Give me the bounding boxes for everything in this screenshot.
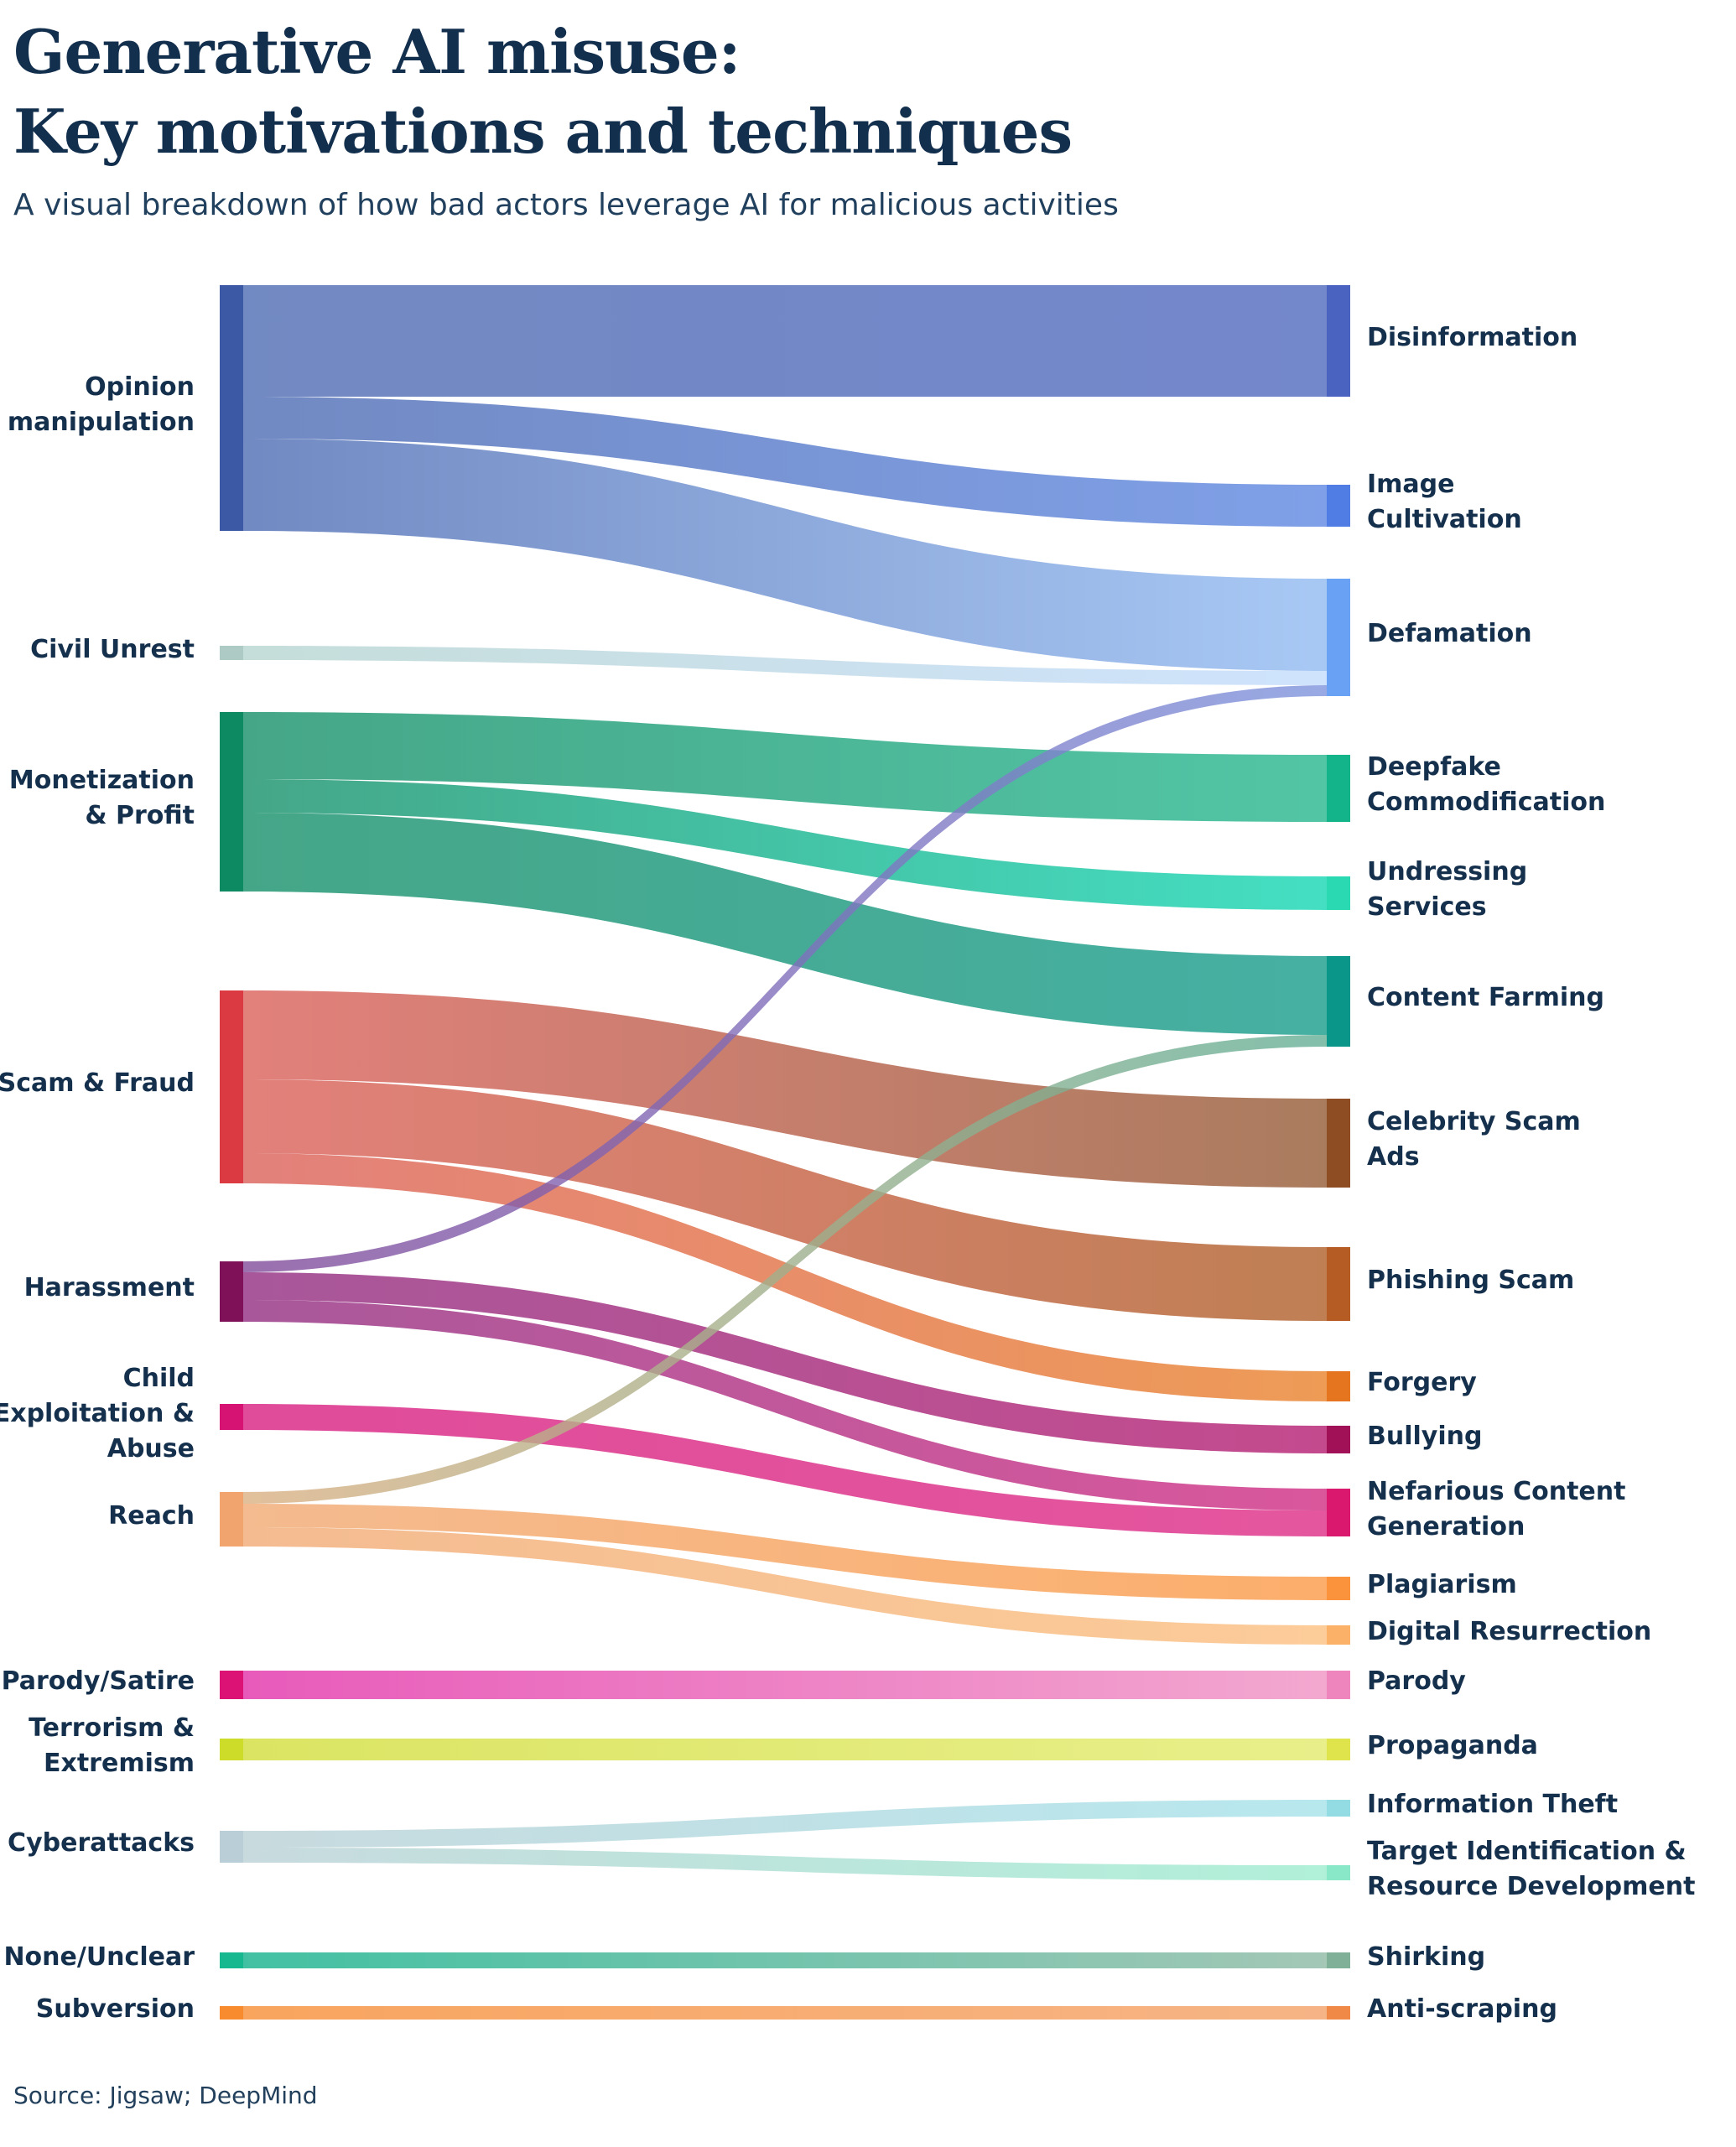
node-label-civil_unrest: Civil Unrest [30,635,195,664]
flow-parody_satire-to-parody [243,1671,1327,1699]
flow-monetization_profit-to-undressing_services [243,779,1327,910]
node-bar-subversion [220,2006,243,2020]
node-bar-plagiarism [1327,1577,1350,1600]
node-label-parody_satire: Parody/Satire [1,1666,195,1696]
flow-reach-to-content_farming [243,1035,1327,1504]
node-bar-scam_fraud [220,990,243,1183]
node-bar-celebrity_scam_ads [1327,1099,1350,1188]
node-bar-deepfake_commodification [1327,755,1350,822]
node-label-plagiarism: Plagiarism [1367,1570,1517,1599]
node-bar-propaganda [1327,1739,1350,1760]
flow-civil_unrest-to-defamation [243,646,1327,685]
node-label-disinformation: Disinformation [1367,323,1578,352]
node-bar-digital_resurrection [1327,1625,1350,1645]
node-bar-information_theft [1327,1800,1350,1817]
page-title: Generative AI misuse: Key motivations an… [13,12,1073,171]
node-label-none_unclear: None/Unclear [3,1942,195,1972]
node-label-phishing_scam: Phishing Scam [1367,1266,1575,1295]
flow-reach-to-plagiarism [243,1504,1327,1600]
node-bar-undressing_services [1327,876,1350,910]
node-bar-terrorism_extremism [220,1739,243,1760]
node-bar-child_exploitation_abuse [220,1404,243,1430]
source-attribution: Source: Jigsaw; DeepMind [13,2082,318,2109]
flow-opinion_manipulation-to-defamation [243,439,1327,671]
flow-opinion_manipulation-to-image_cultivation [243,397,1327,527]
node-bar-reach [220,1492,243,1547]
node-bar-layer [220,285,1350,2020]
node-label-anti_scraping: Anti-scraping [1367,1994,1557,2024]
node-label-monetization_profit: Monetization & Profit [8,766,195,830]
flow-scam_fraud-to-celebrity_scam_ads [243,990,1327,1188]
flow-scam_fraud-to-forgery [243,1153,1327,1401]
flow-none_unclear-to-shirking [243,1952,1327,1968]
title-line-1: Generative AI misuse: [13,16,741,87]
node-bar-cyberattacks [220,1831,243,1863]
node-bar-shirking [1327,1952,1350,1968]
flow-subversion-to-anti_scraping [243,2006,1327,2020]
node-label-undressing_services: Undressing Services [1367,857,1528,922]
flow-child_exploitation_abuse-to-nefarious_content_generation [243,1404,1327,1536]
flow-opinion_manipulation-to-disinformation [243,285,1327,397]
node-label-terrorism_extremism: Terrorism & Extremism [29,1713,195,1778]
node-label-content_farming: Content Farming [1367,983,1604,1012]
node-label-digital_resurrection: Digital Resurrection [1367,1617,1652,1646]
node-bar-image_cultivation [1327,485,1350,527]
node-label-nefarious_content_generation: Nefarious Content Generation [1367,1477,1626,1541]
node-label-forgery: Forgery [1367,1368,1477,1397]
node-label-opinion_manipulation: Opinion manipulation [7,372,195,437]
node-label-bullying: Bullying [1367,1422,1483,1451]
node-label-harassment: Harassment [23,1273,195,1302]
flow-terrorism_extremism-to-propaganda [243,1739,1327,1760]
node-bar-content_farming [1327,956,1350,1047]
node-label-scam_fraud: Scam & Fraud [0,1068,195,1098]
flow-monetization_profit-to-deepfake_commodification [243,712,1327,822]
node-label-subversion: Subversion [35,1994,195,2024]
flow-harassment-to-nefarious_content_generation [243,1300,1327,1510]
node-bar-nefarious_content_generation [1327,1489,1350,1536]
node-bar-forgery [1327,1371,1350,1401]
node-bar-target_identification [1327,1865,1350,1880]
flow-cyberattacks-to-information_theft [243,1800,1327,1848]
node-bar-parody [1327,1671,1350,1699]
node-bar-disinformation [1327,285,1350,397]
node-bar-defamation [1327,579,1350,696]
node-label-deepfake_commodification: Deepfake Commodification [1367,752,1606,817]
flow-reach-to-digital_resurrection [243,1527,1327,1645]
node-bar-none_unclear [220,1952,243,1968]
node-label-reach: Reach [108,1501,195,1531]
node-label-cyberattacks: Cyberattacks [8,1828,195,1858]
flow-harassment-to-defamation [243,685,1327,1272]
flow-cyberattacks-to-target_identification [243,1848,1327,1880]
flow-scam_fraud-to-phishing_scam [243,1079,1327,1321]
node-bar-phishing_scam [1327,1247,1350,1321]
node-label-shirking: Shirking [1367,1942,1486,1972]
node-label-propaganda: Propaganda [1367,1731,1538,1760]
node-label-child_exploitation_abuse: Child Exploitation & Abuse [0,1364,195,1463]
node-label-parody: Parody [1367,1666,1466,1696]
node-label-image_cultivation: Image Cultivation [1367,470,1522,534]
node-bar-bullying [1327,1426,1350,1453]
node-bar-harassment [220,1261,243,1322]
node-bar-monetization_profit [220,712,243,892]
node-bar-civil_unrest [220,646,243,660]
node-label-target_identification: Target Identification & Resource Developm… [1367,1837,1696,1901]
node-label-information_theft: Information Theft [1367,1790,1619,1819]
title-line-2: Key motivations and techniques [13,96,1073,167]
node-bar-anti_scraping [1327,2006,1350,2020]
flow-harassment-to-bullying [243,1272,1327,1453]
node-bar-opinion_manipulation [220,285,243,531]
page-subtitle: A visual breakdown of how bad actors lev… [13,188,1119,222]
node-bar-parody_satire [220,1671,243,1699]
node-label-celebrity_scam_ads: Celebrity Scam Ads [1367,1107,1581,1172]
node-label-defamation: Defamation [1367,619,1532,648]
flow-monetization_profit-to-content_farming [243,813,1327,1035]
ribbon-layer [243,285,1327,2020]
